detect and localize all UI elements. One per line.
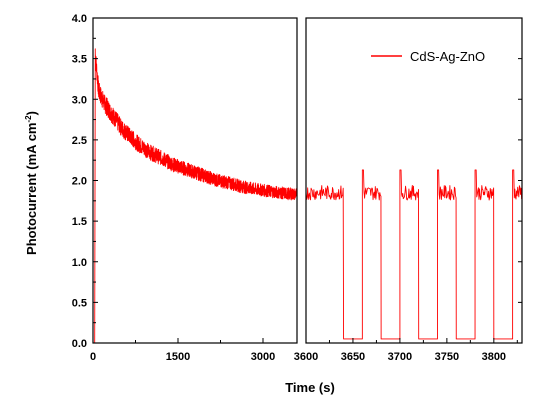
right-panel: 3600 3650 3700 3750 3800 CdS-Ag-ZnO (294, 17, 523, 363)
y-tick-label: 1.5 (72, 216, 87, 228)
x-axis-title: Time (s) (285, 380, 335, 395)
y-axis-title: Photocurrent (mA cm-2) (24, 111, 39, 255)
x-tick-label: 3750 (435, 351, 459, 363)
left-series (93, 48, 298, 344)
y-tick-label: 2.0 (72, 176, 87, 188)
x-tick-label: 0 (90, 351, 96, 363)
right-plot-frame (305, 17, 523, 344)
left-series-line (93, 48, 298, 344)
x-tick-label: 3700 (388, 351, 412, 363)
y-tick-label: 0.5 (72, 297, 87, 309)
y-tick-label: 1.0 (72, 257, 87, 269)
x-tick-label: 3600 (294, 351, 318, 363)
x-tick-label: 3800 (482, 351, 506, 363)
x-tick-label: 1500 (166, 351, 190, 363)
legend: CdS-Ag-ZnO (371, 49, 485, 64)
y-tick-label: 0.0 (72, 338, 87, 350)
legend-label: CdS-Ag-ZnO (410, 49, 485, 64)
right-series (305, 169, 523, 340)
y-tick-label: 2.5 (72, 135, 87, 147)
left-panel: 0.0 0.5 1.0 1.5 2.0 2.5 3.0 3.5 4.0 0 1500 3000 (72, 13, 298, 363)
y-tick-label: 3.0 (72, 94, 87, 106)
x-tick-label: 3650 (341, 351, 365, 363)
y-tick-label: 3.5 (72, 54, 87, 66)
x-tick-label: 3000 (251, 351, 275, 363)
left-plot-frame (92, 17, 298, 344)
y-tick-label: 4.0 (72, 13, 87, 25)
right-series-line (305, 169, 523, 340)
